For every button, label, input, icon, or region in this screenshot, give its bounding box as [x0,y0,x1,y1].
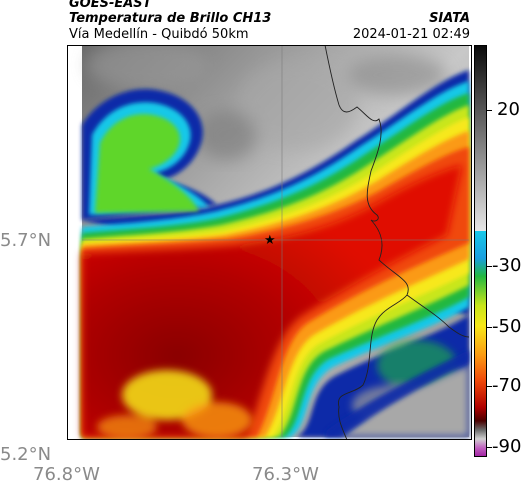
satellite-field [82,45,469,439]
lat-tick-label: 5.2°N [0,444,52,465]
grid-lines [82,45,469,437]
colorbar-tick-label: -30 [492,255,522,276]
temperature-colorbar [474,45,487,457]
datetime-label: 2024-01-21 02:49 [352,27,470,42]
product-title: Temperatura de Brillo CH13 [69,11,272,26]
agency-label: SIATA [429,11,470,26]
satellite-title: GOES-EAST [69,0,152,11]
lon-tick-label: 76.3°W [252,464,319,485]
border-lines [324,45,470,440]
colorbar-tick-label: -50 [492,316,522,337]
region-subtitle: Vía Medellín - Quibdó 50km [69,27,249,42]
lat-tick-label: 5.7°N [0,230,52,251]
colorbar-tick-label: -90 [492,436,522,457]
lon-tick-label: 76.8°W [33,464,100,485]
colorbar-tick-label: 20 [497,99,520,120]
colorbar-tick-label: -70 [492,375,522,396]
brightness-temperature-map: ★ [67,45,472,440]
location-star-icon: ★ [264,233,276,248]
